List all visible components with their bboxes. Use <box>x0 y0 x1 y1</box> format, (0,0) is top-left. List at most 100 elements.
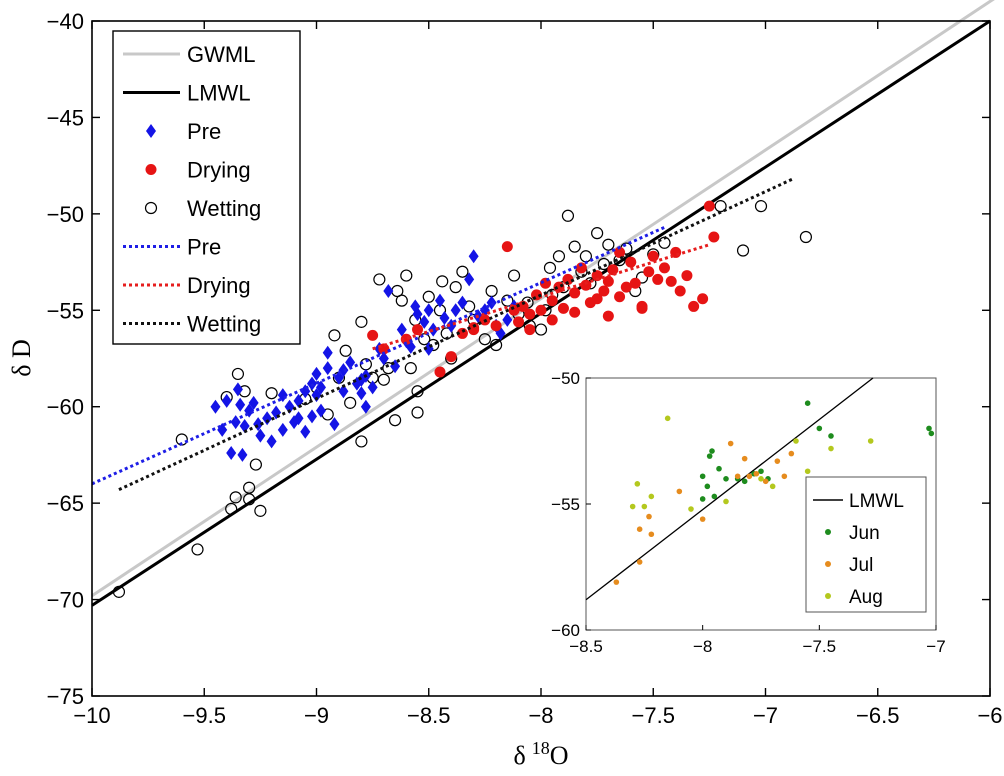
point-pre-2 <box>221 393 232 408</box>
point-wetting-37 <box>501 294 514 307</box>
legend-label-lmwl: LMWL <box>187 81 251 106</box>
point-wetting-18 <box>355 315 368 328</box>
inset-y-tick-label: −50 <box>551 369 580 388</box>
point-drying-38 <box>658 262 670 274</box>
x-tick-label: −9.5 <box>183 703 226 728</box>
legend-marker-pre <box>146 124 156 138</box>
point-pre-49 <box>450 303 461 318</box>
point-pre-4 <box>230 415 241 430</box>
point-wetting-58 <box>736 244 750 257</box>
point-drying-21 <box>562 273 574 285</box>
point-wetting-43 <box>552 250 566 263</box>
inset-point-jun-4 <box>716 465 722 472</box>
inset-point-jul-1 <box>636 526 643 532</box>
inset-point-jun-11 <box>926 425 932 432</box>
point-wetting-71 <box>597 257 610 271</box>
y-tick-label: −40 <box>47 9 84 34</box>
legend-marker-wetting <box>144 201 158 215</box>
x-axis-label-sup: 18 <box>532 738 550 758</box>
point-drying-5 <box>445 351 457 363</box>
inset-point-jun-0 <box>699 473 706 480</box>
point-pre-18 <box>300 424 311 439</box>
inset-legend-label-aug: Aug <box>849 587 883 608</box>
point-drying-47 <box>614 246 626 258</box>
point-wetting-69 <box>507 269 521 282</box>
point-drying-9 <box>490 320 502 332</box>
x-axis-label: δ 18O <box>513 738 568 770</box>
point-drying-53 <box>569 306 581 318</box>
legend-label-drying: Drying <box>187 158 251 183</box>
point-pre-51 <box>464 272 475 287</box>
inset-point-aug-10 <box>828 445 834 452</box>
inset-point-jun-2 <box>706 453 713 459</box>
point-pre-64 <box>311 366 322 381</box>
point-pre-55 <box>486 295 497 310</box>
point-wetting-33 <box>456 265 469 278</box>
point-pre-20 <box>311 388 322 403</box>
point-wetting-21 <box>373 273 386 286</box>
point-wetting-12 <box>265 387 278 400</box>
legend-box <box>112 30 301 345</box>
point-pre-25 <box>338 384 349 399</box>
line-wetting-fit <box>118 177 794 492</box>
point-pre-60 <box>383 284 394 298</box>
inset-point-jun-5 <box>723 476 729 482</box>
point-pre-52 <box>468 249 479 264</box>
y-tick-label: −45 <box>47 105 84 130</box>
inset-point-jun-9 <box>758 468 764 475</box>
inset-x-tick-label: −8 <box>693 637 712 656</box>
point-wetting-9 <box>243 493 256 506</box>
point-drying-45 <box>703 200 715 212</box>
x-tick-label: −7.5 <box>632 703 675 728</box>
point-wetting-54 <box>635 271 649 284</box>
x-axis-label-symbol: δ <box>513 741 525 770</box>
legend-label-wetting: Wetting <box>187 196 261 221</box>
y-tick-label: −50 <box>47 202 84 227</box>
inset-legend-marker-aug <box>825 593 831 599</box>
main-ticks-layer: −10 −9.5 −9 −8.5 −8 −7.5 −7 −6.5 −6−40−45−50−55−… <box>47 9 1003 728</box>
point-drying-42 <box>681 270 693 282</box>
point-drying-23 <box>575 262 587 274</box>
point-wetting-45 <box>561 209 575 222</box>
point-pre-22 <box>322 361 333 376</box>
inset-point-jul-9 <box>741 455 748 462</box>
point-wetting-72 <box>339 344 352 357</box>
point-drying-36 <box>647 250 659 262</box>
point-drying-0 <box>367 329 379 341</box>
inset-point-aug-2 <box>648 493 655 500</box>
point-pre-28 <box>356 386 367 401</box>
point-pre-58 <box>502 312 513 327</box>
point-drying-37 <box>652 273 664 285</box>
inset-point-jul-5 <box>676 488 683 495</box>
inset-y-tick-label: −60 <box>551 621 580 640</box>
point-drying-18 <box>546 295 558 307</box>
point-wetting-5 <box>229 491 242 504</box>
inset-point-aug-5 <box>723 498 729 505</box>
x-tick-label: −9 <box>304 703 329 728</box>
point-pre-38 <box>378 351 389 366</box>
point-wetting-15 <box>328 329 341 342</box>
x-tick-label: −10 <box>73 703 110 728</box>
point-pre-26 <box>345 355 356 370</box>
inset-x-tick-label: −8.5 <box>569 637 603 656</box>
point-drying-22 <box>569 287 581 299</box>
point-wetting-10 <box>249 458 262 471</box>
inset-point-jul-6 <box>699 516 706 522</box>
point-wetting-35 <box>478 333 491 346</box>
point-drying-29 <box>607 264 619 276</box>
main-points-layer <box>91 177 813 598</box>
point-wetting-27 <box>411 385 424 398</box>
inset-point-jul-0 <box>613 579 620 585</box>
inset-point-jul-12 <box>762 478 769 485</box>
point-drying-35 <box>643 266 655 278</box>
inset-point-jul-14 <box>781 473 788 480</box>
point-pre-15 <box>284 399 295 414</box>
inset-legend-marker-jun <box>825 529 831 535</box>
inset-point-aug-4 <box>688 506 694 512</box>
point-pre-11 <box>262 411 273 426</box>
point-drying-54 <box>591 293 603 305</box>
point-pre-44 <box>423 303 434 318</box>
point-pre-24 <box>333 370 344 385</box>
point-pre-6 <box>237 447 248 462</box>
y-tick-label: −70 <box>47 588 84 613</box>
